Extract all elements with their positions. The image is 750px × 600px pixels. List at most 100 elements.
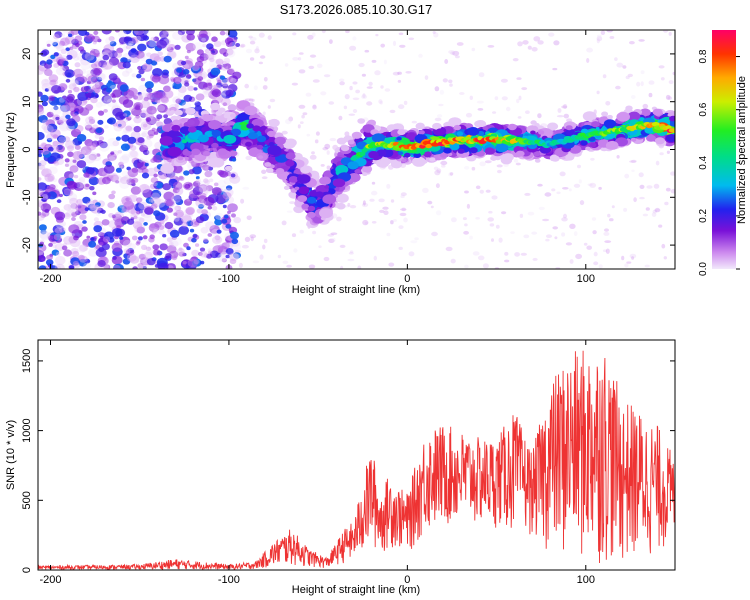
spectrogram-noise-cell [82, 220, 87, 224]
spectrogram-noise-cell [185, 30, 195, 36]
spectrogram-y-tick-label: -10 [21, 189, 33, 205]
spectrogram-ridge-cell [565, 154, 575, 161]
spectrogram-noise-cell [358, 62, 365, 68]
spectrogram-ridge-cell [449, 143, 460, 151]
spectrogram-noise-cell [71, 211, 78, 217]
spectrogram-ridge-cell [251, 118, 264, 128]
spectrogram-noise-cell [133, 215, 138, 220]
spectrogram-noise-cell [262, 111, 266, 116]
spectrogram-noise-cell [604, 228, 609, 232]
spectrogram-ridge-cell [319, 176, 331, 185]
spectrogram-noise-cell [59, 227, 66, 233]
spectrogram-noise-cell [40, 231, 51, 241]
spectrogram-ridge-cell [467, 126, 480, 136]
spectrogram-ridge-cell [179, 126, 191, 135]
spectrogram-noise-cell [115, 180, 120, 184]
spectrogram-noise-cell [454, 55, 460, 59]
spectrogram-noise-cell [84, 207, 90, 212]
spectrogram-noise-cell [655, 207, 660, 211]
spectrogram-noise-cell [602, 74, 607, 79]
spectrogram-ridge-cell [336, 202, 346, 210]
spectrogram-noise-cell [297, 57, 302, 61]
spectrogram-noise-cell [59, 37, 70, 46]
spectrogram-noise-cell [202, 87, 211, 94]
spectrogram-noise-cell [169, 229, 180, 238]
spectrogram-ridge-cell [538, 130, 545, 135]
spectrogram-noise-cell [444, 59, 449, 64]
spectrogram-ridge-cell [565, 125, 573, 131]
spectrogram-noise-cell [366, 101, 373, 106]
spectrogram-noise-cell [183, 170, 190, 176]
spectrogram-noise-cell [389, 109, 396, 114]
spectrogram-noise-cell [93, 30, 99, 35]
spectrogram-noise-cell [44, 208, 50, 213]
spectrogram-noise-cell [654, 208, 661, 213]
spectrogram-ridge-cell [211, 142, 219, 149]
spectrogram-noise-cell [298, 52, 304, 55]
spectrogram-noise-cell [371, 190, 378, 196]
spectrogram-noise-cell [380, 43, 386, 48]
spectrogram-noise-cell [110, 93, 116, 98]
spectrogram-noise-cell [152, 68, 163, 77]
spectrogram-noise-cell [238, 262, 243, 268]
spectrogram-noise-cell [94, 53, 100, 58]
spectrogram-noise-cell [52, 140, 59, 147]
spectrogram-noise-cell [561, 105, 568, 109]
spectrogram-noise-cell [431, 231, 438, 237]
spectrogram-noise-cell [119, 84, 129, 92]
spectrogram-noise-cell [357, 265, 362, 269]
spectrogram-noise-cell [666, 150, 671, 154]
spectrogram-noise-cell [142, 62, 152, 70]
spectrogram-noise-cell [54, 227, 63, 234]
spectrogram-noise-cell [96, 153, 101, 157]
spectrogram-noise-cell [212, 84, 219, 90]
spectrogram-noise-cell [157, 105, 165, 112]
spectrogram-noise-cell [605, 101, 611, 106]
spectrogram-noise-cell [244, 236, 251, 242]
spectrogram-noise-cell [648, 80, 655, 85]
spectrogram-noise-cell [74, 35, 83, 42]
spectrogram-noise-cell [185, 207, 195, 215]
spectrogram-ridge-cell [275, 168, 285, 175]
spectrogram-noise-cell [344, 94, 350, 100]
spectrogram-noise-cell [39, 241, 44, 246]
spectrogram-noise-cell [145, 246, 152, 251]
spectrogram-noise-cell [41, 82, 53, 92]
spectrogram-noise-cell [227, 30, 238, 38]
spectrogram-ridge-cell [515, 150, 525, 157]
spectrogram-noise-cell [137, 65, 142, 70]
spectrogram-noise-cell [462, 217, 467, 221]
spectrogram-noise-cell [160, 96, 169, 104]
spectrogram-noise-cell [127, 168, 139, 178]
spectrogram-noise-cell [122, 46, 128, 51]
spectrogram-noise-cell [99, 242, 104, 246]
spectrogram-noise-cell [70, 79, 78, 86]
spectrogram-ridge-core [425, 143, 433, 149]
spectrogram-x-tick-label: -100 [218, 273, 240, 285]
spectrogram-noise-cell [123, 200, 135, 210]
spectrogram-noise-cell [175, 211, 184, 219]
spectrogram-ridge-cell [603, 119, 617, 129]
spectrogram-noise-cell [176, 248, 185, 255]
spectrogram-noise-cell [578, 179, 582, 184]
spectrogram-ridge-cell [208, 120, 222, 130]
spectrogram-noise-cell [196, 56, 205, 63]
spectrogram-noise-cell [449, 172, 454, 176]
spectrogram-noise-cell [668, 80, 674, 85]
spectrogram-noise-cell [653, 183, 660, 189]
spectrogram-noise-cell [121, 134, 130, 142]
spectrogram-noise-cell [188, 213, 194, 218]
spectrogram-noise-cell [71, 217, 76, 221]
spectrogram-noise-cell [157, 51, 163, 57]
spectrogram-noise-cell [172, 181, 183, 190]
spectrogram-noise-cell [68, 224, 80, 234]
spectrogram-noise-cell [141, 244, 148, 250]
spectrogram-noise-cell [196, 49, 204, 56]
spectrogram-noise-cell [180, 60, 187, 66]
spectrogram-noise-cell [170, 240, 179, 247]
spectrogram-noise-cell [106, 87, 112, 93]
spectrogram-noise-cell [162, 183, 171, 191]
spectrogram-noise-cell [475, 185, 481, 190]
spectrogram-noise-cell [95, 127, 103, 134]
